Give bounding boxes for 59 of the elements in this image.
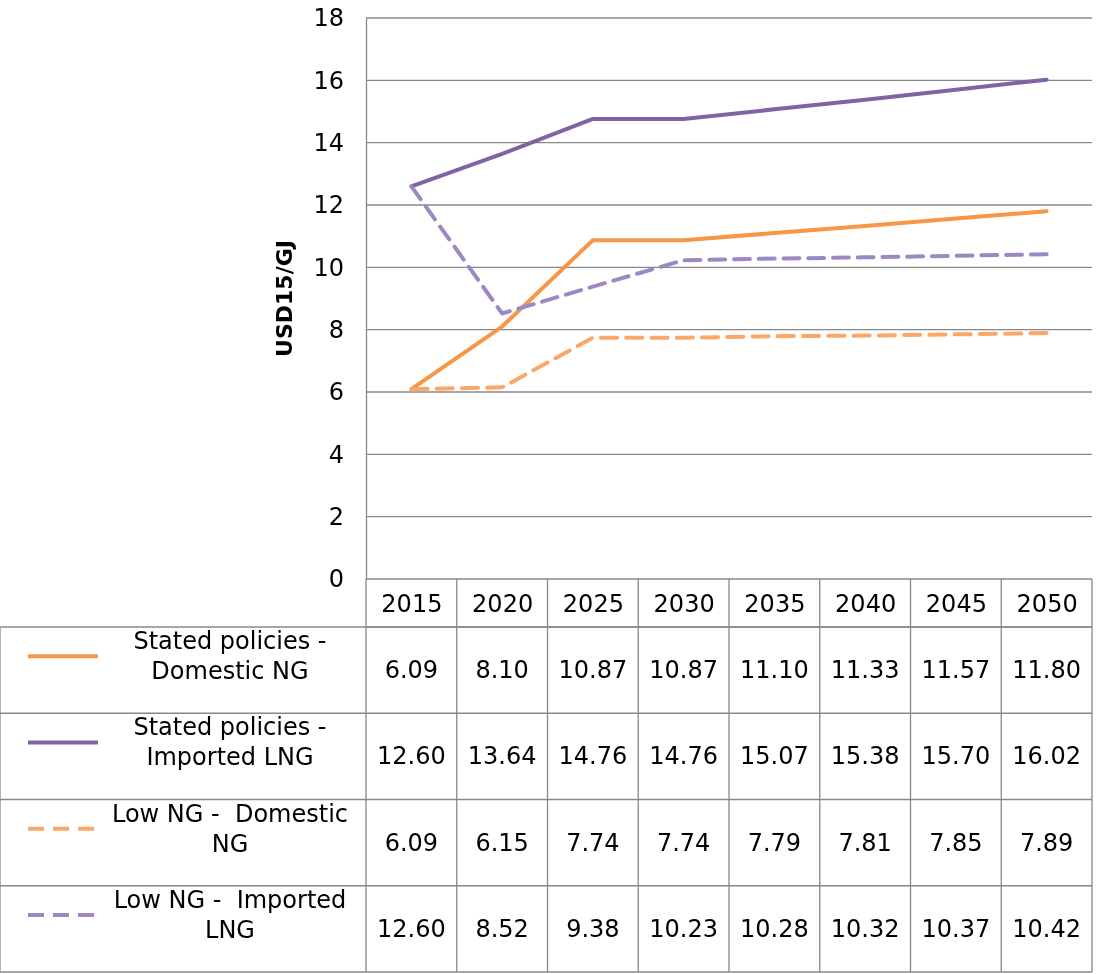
data-label: 7.89	[1019, 828, 1074, 857]
data-label: 12.60	[377, 914, 446, 943]
data-label: 15.38	[830, 742, 900, 771]
data-label: 10.87	[558, 656, 628, 685]
data-label: 11.10	[740, 656, 809, 685]
x-tick-label: 2045	[925, 590, 987, 619]
y-tick-label: 0	[328, 565, 344, 594]
y-tick-label: 10	[313, 253, 344, 282]
x-tick-label: 2050	[1016, 590, 1078, 619]
y-tick-label: 4	[328, 440, 344, 469]
data-label: 16.02	[1012, 742, 1081, 771]
data-label: 10.23	[649, 914, 718, 943]
line-series	[409, 209, 1049, 392]
data-label: 14.76	[558, 742, 628, 771]
x-tick-label: 2040	[835, 590, 897, 619]
data-label: 6.09	[384, 656, 439, 685]
data-label: 10.42	[1012, 914, 1081, 943]
x-tick-label: 2035	[744, 590, 806, 619]
data-label: 14.76	[649, 742, 718, 771]
data-label: 10.28	[740, 914, 809, 943]
legend-label: Stated policies - Imported LNG	[133, 713, 327, 772]
data-label: 7.74	[656, 828, 711, 857]
data-label: 7.81	[838, 828, 892, 857]
data-label: 11.80	[1012, 656, 1081, 685]
data-label: 7.79	[747, 828, 802, 857]
data-label: 15.07	[740, 742, 809, 771]
data-label: 6.09	[384, 828, 439, 857]
y-tick-label: 18	[313, 4, 344, 33]
data-label: 7.85	[929, 828, 983, 857]
line-series	[409, 77, 1049, 189]
data-label: 11.57	[921, 656, 991, 685]
y-tick-label: 16	[313, 66, 344, 95]
data-label: 10.87	[649, 656, 718, 685]
x-tick-label: 2015	[381, 590, 443, 619]
data-label: 8.52	[475, 914, 529, 943]
legend-label: Low NG - Imported LNG	[113, 885, 347, 944]
x-tick-label: 2025	[562, 590, 624, 619]
y-tick-label: 8	[328, 315, 344, 344]
x-tick-label: 2030	[653, 590, 715, 619]
y-tick-label: 6	[328, 378, 344, 407]
data-label: 13.64	[467, 742, 537, 771]
y-tick-label: 2	[328, 502, 344, 531]
data-label: 10.37	[921, 914, 991, 943]
y-axis-title: USD15/GJ	[272, 240, 297, 357]
y-tick-label: 12	[313, 191, 344, 220]
x-tick-label: 2020	[472, 590, 534, 619]
data-label: 9.38	[566, 914, 620, 943]
legend-label: Stated policies - Domestic NG	[133, 627, 327, 686]
data-label: 11.33	[830, 656, 900, 685]
line-series	[409, 331, 1049, 392]
data-label: 15.70	[921, 742, 991, 771]
data-label: 6.15	[475, 828, 529, 857]
line-series	[409, 184, 1049, 316]
legend-label: Low NG - Domestic NG	[111, 799, 349, 858]
data-label: 7.74	[566, 828, 620, 857]
data-label: 12.60	[377, 742, 446, 771]
data-label: 8.10	[475, 656, 529, 685]
y-tick-label: 14	[313, 128, 344, 157]
data-label: 10.32	[830, 914, 900, 943]
